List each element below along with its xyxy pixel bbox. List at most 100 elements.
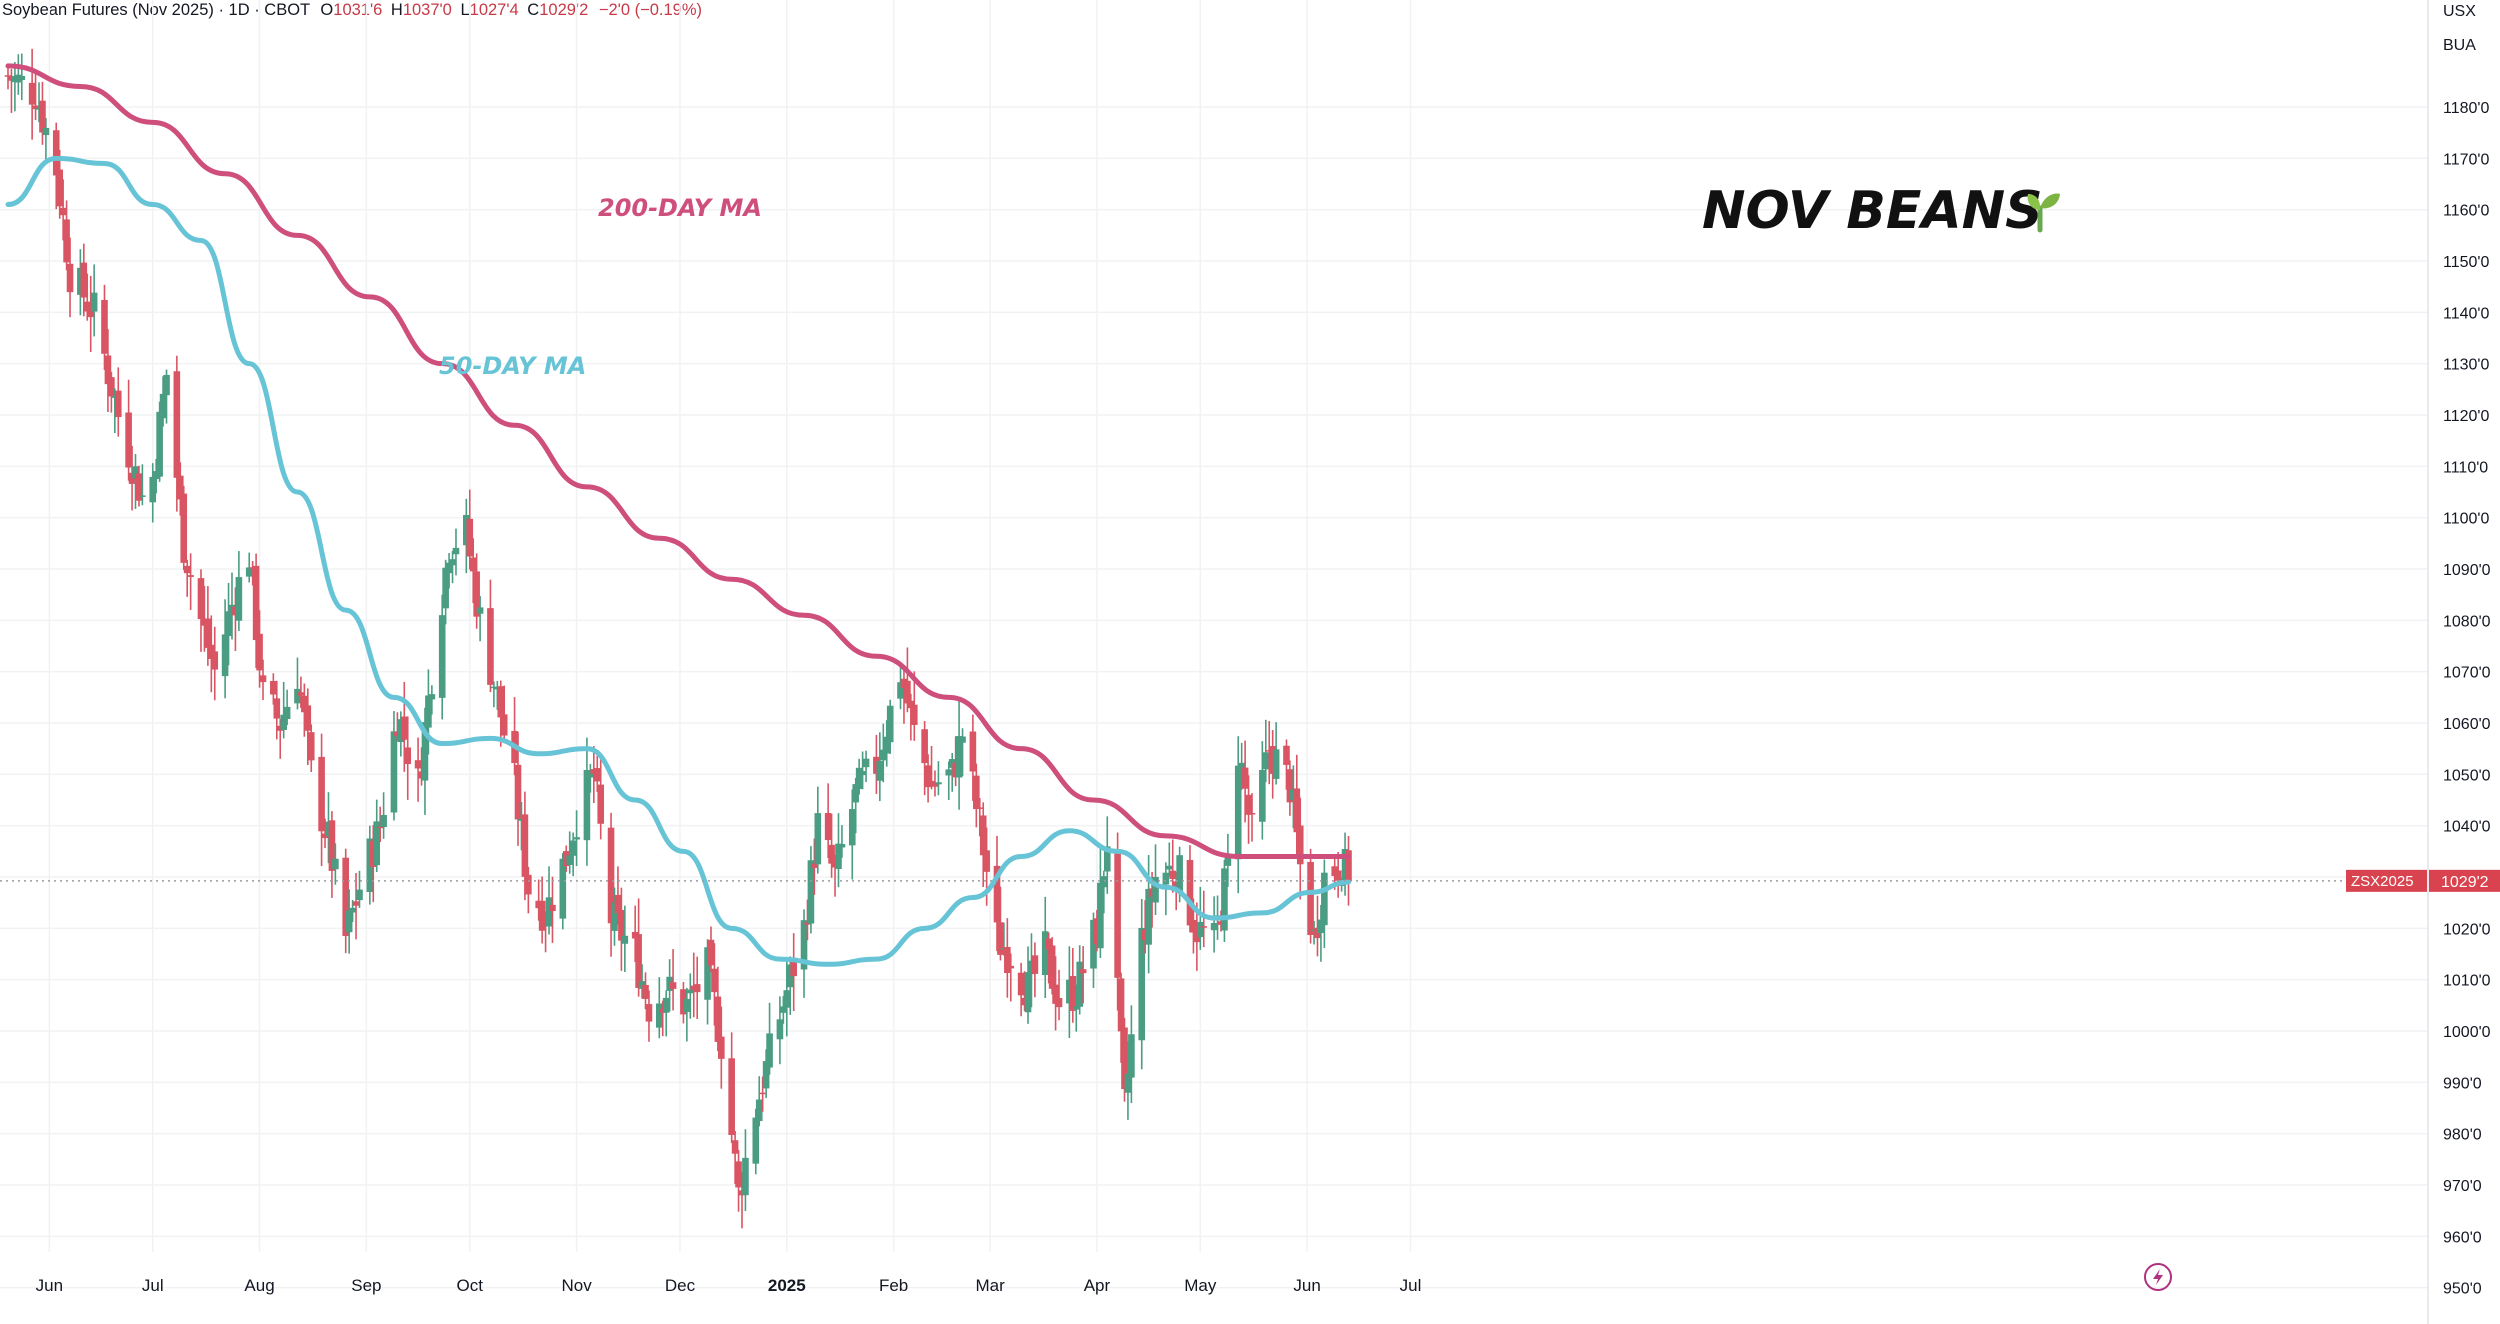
candle-body bbox=[425, 695, 432, 727]
y-tick-label: 1140'0 bbox=[2443, 305, 2489, 322]
candle-body bbox=[1128, 1034, 1135, 1077]
candle-body bbox=[646, 1004, 653, 1021]
candle-body bbox=[125, 413, 132, 468]
y-tick-label: 1060'0 bbox=[2443, 716, 2491, 733]
candle-body bbox=[642, 985, 649, 999]
ma200-annotation: 200-DAY MA bbox=[598, 194, 762, 222]
time-axis[interactable]: Jun Jul Aug Sep Oct Nov Dec 2025 Feb Mar Apr May Jun… bbox=[36, 1276, 1422, 1295]
chart-title-annotation: NOV BEANS bbox=[1702, 181, 2043, 241]
candle-body bbox=[560, 859, 567, 919]
x-tick-label: Oct bbox=[457, 1276, 484, 1295]
candle-body bbox=[415, 760, 422, 768]
candle-body bbox=[380, 815, 387, 827]
candle-body bbox=[1018, 973, 1025, 996]
candle-body bbox=[1101, 876, 1108, 887]
candle-body bbox=[1221, 868, 1228, 930]
candle-body bbox=[81, 263, 88, 298]
candle-body bbox=[752, 1118, 759, 1164]
candle-body bbox=[222, 634, 229, 676]
candle-body bbox=[156, 412, 163, 477]
candle-body bbox=[101, 300, 108, 354]
candle-body bbox=[594, 768, 601, 781]
y-tick-label: 970'0 bbox=[2443, 1178, 2482, 1195]
y-tick-label: 1000'0 bbox=[2443, 1024, 2491, 1041]
candle-body bbox=[1283, 746, 1290, 765]
y-tick-label: 1160'0 bbox=[2443, 203, 2489, 220]
candle-body bbox=[67, 264, 74, 292]
candle-body bbox=[742, 1158, 749, 1195]
candle-body bbox=[687, 989, 694, 993]
ma200-line bbox=[8, 66, 1348, 857]
candle-body bbox=[584, 770, 591, 840]
price-label: ZSX2025 1029'2 bbox=[0, 870, 2500, 892]
candle-body bbox=[828, 845, 835, 864]
candle-body bbox=[1163, 873, 1170, 885]
candle-body bbox=[911, 705, 918, 725]
candle-body bbox=[656, 1003, 663, 1027]
x-tick-label: Jun bbox=[1293, 1276, 1320, 1295]
candle-body bbox=[849, 809, 856, 845]
candle-body bbox=[570, 840, 577, 855]
candle-body bbox=[1049, 945, 1056, 988]
candle-body bbox=[391, 731, 398, 812]
y-tick-label: 1010'0 bbox=[2443, 973, 2491, 990]
candle-body bbox=[466, 519, 473, 557]
candle-body bbox=[1032, 955, 1039, 974]
x-tick-label: Mar bbox=[975, 1276, 1005, 1295]
candle-body bbox=[777, 1019, 784, 1039]
candle-body bbox=[198, 578, 205, 619]
candle-body bbox=[332, 859, 339, 869]
candle-body bbox=[487, 608, 494, 685]
candle-body bbox=[1242, 768, 1249, 789]
candle-body bbox=[346, 911, 353, 933]
candle-body bbox=[808, 860, 815, 923]
candle-body bbox=[115, 391, 122, 417]
y-tick-label: 1040'0 bbox=[2443, 819, 2491, 836]
candle-body bbox=[404, 747, 411, 764]
y-tick-label: 960'0 bbox=[2443, 1229, 2482, 1246]
y-tick-label: 1110'0 bbox=[2443, 459, 2488, 476]
candle-body bbox=[174, 371, 181, 478]
candle-body bbox=[43, 128, 50, 135]
candle-body bbox=[1169, 871, 1176, 879]
price-axis[interactable]: 950'0 960'0 970'0 980'0 990'0 1000'0 1010'0 102… bbox=[2428, 0, 2491, 1324]
y-tick-label: 980'0 bbox=[2443, 1127, 2482, 1144]
candle-body bbox=[453, 548, 460, 554]
candle-body bbox=[522, 814, 529, 876]
candle-body bbox=[1200, 926, 1207, 928]
y-tick-label: 990'0 bbox=[2443, 1075, 2482, 1092]
x-tick-label: Aug bbox=[244, 1276, 274, 1295]
candle-body bbox=[783, 990, 790, 1008]
candle-body bbox=[1076, 962, 1083, 1007]
candle-body bbox=[839, 844, 846, 848]
candle-body bbox=[236, 577, 243, 621]
lightning-icon[interactable] bbox=[2145, 1264, 2171, 1290]
candle-body bbox=[108, 377, 115, 396]
candle-body bbox=[983, 850, 990, 872]
candle-body bbox=[877, 761, 884, 781]
candle-body bbox=[139, 495, 146, 497]
candle-body bbox=[945, 769, 952, 775]
candle-body bbox=[318, 757, 325, 831]
candle-body bbox=[1166, 866, 1173, 870]
candle-body bbox=[756, 1100, 763, 1122]
candle-body bbox=[356, 890, 363, 901]
candle-body bbox=[1145, 889, 1152, 945]
candle-body bbox=[549, 905, 556, 911]
candle-body bbox=[694, 984, 701, 992]
candle-body bbox=[597, 785, 604, 824]
candle-body bbox=[835, 844, 842, 869]
candle-body bbox=[270, 681, 277, 695]
candle-body bbox=[163, 375, 170, 395]
candle-body bbox=[401, 717, 408, 740]
candle-body bbox=[566, 855, 573, 865]
candle-body bbox=[1070, 976, 1077, 1011]
candle-body bbox=[1118, 978, 1125, 1031]
candle-body bbox=[439, 615, 446, 698]
candle-body bbox=[973, 776, 980, 809]
y-tick-label: 1170'0 bbox=[2443, 151, 2489, 168]
x-tick-label: Feb bbox=[879, 1276, 908, 1295]
candle-body bbox=[53, 130, 60, 175]
candle-body bbox=[684, 999, 691, 1012]
